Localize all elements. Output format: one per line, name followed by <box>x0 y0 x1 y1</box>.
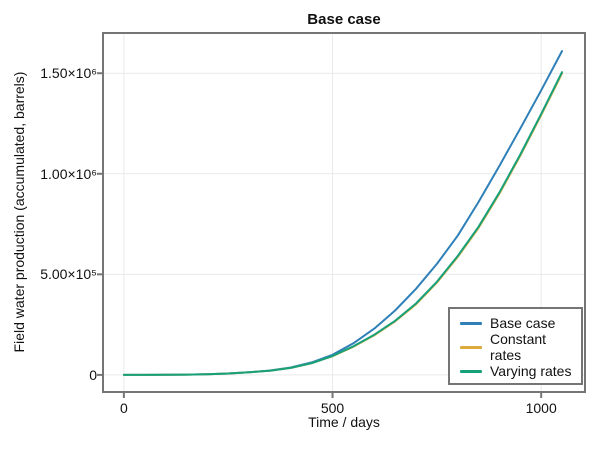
y-axis-label: Field water production (accumulated, bar… <box>11 71 27 353</box>
legend-line-swatch-constant-rates <box>460 345 482 349</box>
plot-frame <box>102 32 586 393</box>
x-tick-label: 1000 <box>525 400 557 416</box>
legend-line-swatch-base-case <box>460 321 482 325</box>
series-line-varying-rates <box>122 71 563 376</box>
y-tick-label: 5.00×10⁵ <box>40 266 97 283</box>
legend-item-constant-rates: Constant rates <box>460 331 581 363</box>
y-tick-label: 1.00×10⁶ <box>40 165 97 182</box>
x-axis-label: Time / days <box>308 414 380 430</box>
chart-title: Base case <box>307 11 381 28</box>
y-tick-label: 1.50×10⁶ <box>40 65 97 82</box>
legend-label-base-case: Base case <box>490 315 556 331</box>
x-tick-label: 500 <box>320 400 345 416</box>
legend-item-base-case: Base case <box>460 311 581 335</box>
y-tick-label: 0 <box>89 366 97 383</box>
legend-line-swatch-varying-rates <box>460 369 482 373</box>
legend-item-varying-rates: Varying rates <box>460 359 581 383</box>
legend-label-varying-rates: Varying rates <box>490 363 572 379</box>
x-tick-label: 0 <box>119 400 128 416</box>
legend: Base case Constant rates Varying rates <box>448 307 583 385</box>
legend-label-constant-rates: Constant rates <box>490 331 547 363</box>
